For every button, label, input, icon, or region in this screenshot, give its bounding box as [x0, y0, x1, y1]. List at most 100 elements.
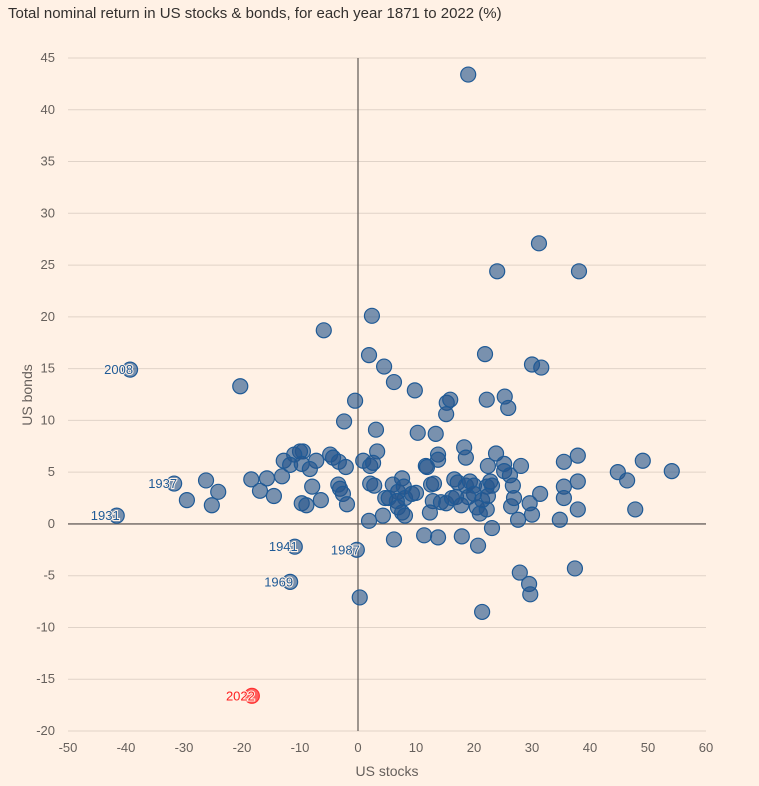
data-point [555, 489, 573, 507]
x-tick-label: 40 [583, 740, 597, 755]
x-tick-label: 60 [699, 740, 713, 755]
x-tick-label: -10 [291, 740, 310, 755]
data-point-2022 [243, 687, 260, 704]
point-label: 1941 [269, 539, 298, 554]
data-point [551, 511, 568, 528]
data-point [251, 482, 269, 499]
data-point [421, 504, 439, 521]
x-axis-ticks: -50 -40 -30 -20 -10 0 10 20 30 40 50 60 [59, 740, 714, 755]
data-point [663, 463, 680, 480]
x-tick-label: -30 [175, 740, 194, 755]
data-point [273, 468, 291, 485]
point-label: 2022 [226, 688, 255, 703]
point-label: 1931 [91, 508, 120, 523]
data-point [396, 507, 414, 524]
x-axis-label: US stocks [355, 763, 418, 779]
data-point [366, 477, 383, 494]
point-label: 1937 [148, 476, 177, 491]
data-point [312, 492, 329, 509]
point-label: 2008 [104, 362, 133, 377]
data-point [476, 346, 494, 363]
data-point [360, 347, 378, 364]
data-point [530, 235, 548, 252]
data-point-1987 [348, 541, 365, 558]
y-tick-label: 5 [48, 464, 55, 479]
data-points: 2008 1937 1931 1941 1987 1969 2022 [90, 66, 680, 704]
data-point [374, 507, 392, 524]
data-point [178, 492, 195, 509]
data-point [197, 472, 215, 489]
data-point [523, 506, 541, 523]
data-point [474, 603, 491, 621]
data-point [634, 452, 651, 469]
data-point [512, 457, 530, 475]
data-point [566, 560, 584, 577]
data-point [479, 457, 497, 475]
data-point [478, 391, 495, 408]
data-point [337, 458, 354, 476]
data-point [351, 589, 368, 606]
x-tick-label: 0 [354, 740, 361, 755]
data-point [364, 454, 382, 471]
data-point [555, 453, 573, 470]
data-point [265, 487, 282, 505]
chart-title: Total nominal return in US stocks & bond… [8, 5, 502, 22]
data-point [438, 406, 455, 423]
data-point [409, 424, 426, 441]
y-tick-label: 40 [41, 102, 55, 117]
y-axis-label: US bonds [19, 364, 35, 425]
y-tick-label: -5 [43, 568, 55, 583]
data-point [347, 392, 364, 409]
data-point [418, 458, 436, 476]
data-point-1969 [282, 573, 299, 591]
x-tick-label: -40 [117, 740, 136, 755]
data-point [338, 496, 356, 513]
data-point [425, 475, 443, 492]
x-tick-label: 10 [409, 740, 423, 755]
data-point [376, 358, 393, 375]
data-point [505, 489, 523, 507]
data-point [483, 519, 501, 537]
data-point [453, 497, 470, 514]
gridlines [68, 57, 706, 732]
data-point [367, 421, 385, 438]
data-point [385, 373, 403, 391]
y-tick-label: -10 [36, 619, 55, 634]
data-point-1941 [286, 538, 303, 555]
x-tick-label: 20 [467, 740, 481, 755]
x-tick-label: 30 [525, 740, 539, 755]
data-point [511, 564, 528, 581]
y-tick-label: 25 [41, 257, 55, 272]
point-label: 1987 [331, 542, 360, 557]
y-tick-label: -20 [36, 723, 55, 738]
data-point [453, 528, 470, 545]
data-point-1937 [166, 475, 183, 492]
data-point [569, 473, 586, 490]
data-point [569, 447, 586, 464]
data-point [533, 359, 550, 376]
y-tick-label: 45 [41, 50, 55, 65]
x-tick-label: -20 [233, 740, 252, 755]
data-point [509, 511, 527, 528]
data-point [469, 537, 487, 554]
data-point [203, 497, 220, 514]
data-point [627, 501, 644, 518]
data-point [532, 485, 549, 502]
data-point [210, 483, 227, 500]
data-point [479, 487, 497, 505]
data-point [232, 378, 249, 395]
data-point [416, 527, 433, 544]
y-tick-label: -15 [36, 671, 55, 686]
point-label: 1969 [264, 574, 293, 589]
data-point [360, 512, 378, 529]
data-point [406, 382, 423, 399]
data-point [315, 322, 332, 339]
data-point [569, 501, 586, 518]
data-point [298, 497, 315, 514]
x-tick-label: 50 [641, 740, 655, 755]
data-point [301, 460, 318, 478]
y-axis-ticks: -20 -15 -10 -5 0 5 10 15 20 25 30 35 40 45 [36, 50, 55, 738]
y-tick-label: 15 [41, 361, 55, 376]
y-tick-label: 10 [41, 412, 55, 427]
